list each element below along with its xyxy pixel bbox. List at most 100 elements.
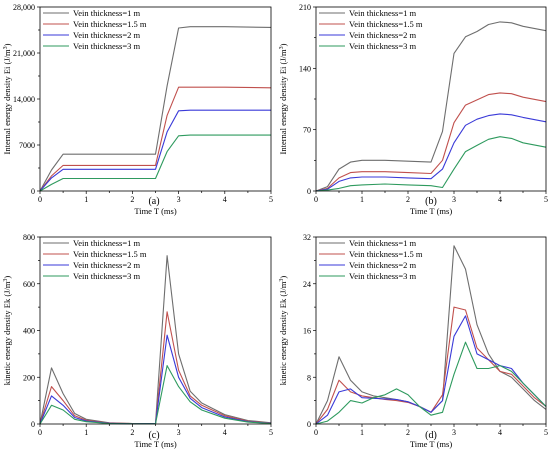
series-line-b-4: [315, 136, 547, 192]
x-tick-label-c: 3: [177, 428, 181, 437]
y-axis-title-sup-b: 3: [279, 46, 285, 49]
legend-label-c-3: Vein thickness=2 m: [73, 260, 141, 270]
y-axis-title-a: Internal energy density Ei (J/m3): [2, 43, 12, 154]
panel-caption-d: (d): [425, 430, 437, 441]
x-tick-label-b: 0: [314, 195, 318, 204]
x-tick-label-a: 4: [223, 195, 227, 204]
series-line-a-4: [39, 134, 271, 192]
y-tick-label-b: 210: [299, 3, 311, 12]
legend-label-d-2: Vein thickness=1.5 m: [349, 249, 423, 259]
series-line-c-2: [39, 311, 272, 425]
panel-caption-c: (c): [148, 430, 159, 441]
legend-label-a-4: Vein thickness=3 m: [73, 41, 141, 51]
legend-label-c-4: Vein thickness=3 m: [73, 271, 141, 281]
y-tick-label-c: 400: [23, 327, 35, 336]
y-axis-title-b: Internal energy density Ei (J/m3): [278, 43, 288, 154]
panel-caption-a: (a): [148, 196, 159, 207]
y-axis-title-tail-a: ): [2, 43, 12, 46]
legend-label-b-4: Vein thickness=3 m: [349, 41, 417, 51]
y-tick-label-b: 140: [299, 64, 311, 73]
series-line-a-3: [39, 109, 271, 192]
chart-panel-b: 0 1 2 3 4 5 0 70 140 210 Time T (ms) Internal energ…: [278, 3, 548, 216]
series-line-d-3: [315, 315, 547, 425]
y-axis-title-main-c: kinetic energy density Ek (J/m: [2, 281, 12, 385]
chart-panel-d: 0 1 2 3 4 5 0 8 16 24 32 Time T (ms) kinetic energy …: [278, 233, 548, 449]
x-axis-title-d: Time T (ms): [410, 439, 453, 449]
y-axis-title-main-a: Internal energy density Ei (J/m: [2, 49, 12, 155]
y-axis-title-tail-d: ): [278, 276, 288, 279]
legend-label-b-3: Vein thickness=2 m: [349, 30, 417, 40]
chart-panel-c: 0 1 2 3 4 5 0 200 400 600 800 Time T (ms) kinetic en…: [2, 233, 273, 449]
y-axis-title-d: kinetic energy density Ek (J/m3): [278, 276, 288, 386]
series-line-a-2: [39, 86, 272, 192]
series-line-b-1: [315, 21, 547, 192]
x-tick-label-b: 4: [498, 195, 502, 204]
y-axis-title-main-b: Internal energy density Ei (J/m: [278, 49, 288, 155]
y-axis-title-c: kinetic energy density Ek (J/m3): [2, 276, 12, 386]
x-tick-label-d: 3: [452, 428, 456, 437]
series-line-c-3: [39, 334, 272, 425]
legend-label-b-2: Vein thickness=1.5 m: [349, 19, 423, 29]
panel-caption-b: (b): [425, 196, 437, 207]
y-tick-label-c: 600: [23, 280, 35, 289]
x-tick-label-a: 3: [177, 195, 181, 204]
y-axis-title-sup-d: 3: [279, 279, 285, 282]
y-tick-label-a: 21,000: [13, 49, 35, 58]
y-axis-title-main-d: kinetic energy density Ek (J/m: [278, 281, 288, 385]
x-tick-label-d: 4: [498, 428, 502, 437]
x-tick-label-b: 5: [544, 195, 548, 204]
y-tick-label-a: 7000: [19, 141, 35, 150]
series-line-a-1: [39, 26, 272, 192]
x-tick-label-b: 3: [452, 195, 456, 204]
y-tick-label-d: 16: [303, 327, 311, 336]
x-tick-label-d: 1: [360, 428, 364, 437]
x-axis-title-a: Time T (ms): [134, 206, 177, 216]
y-tick-label-a: 0: [31, 187, 35, 196]
x-tick-label-a: 0: [38, 195, 42, 204]
legend-label-b-1: Vein thickness=1 m: [349, 8, 417, 18]
x-tick-label-d: 5: [544, 428, 548, 437]
y-axis-title-sup-c: 3: [3, 279, 9, 282]
series-line-b-2: [315, 92, 547, 192]
legend-label-a-2: Vein thickness=1.5 m: [73, 19, 147, 29]
x-tick-label-d: 0: [314, 428, 318, 437]
y-tick-label-b: 70: [303, 126, 311, 135]
legend-label-c-1: Vein thickness=1 m: [73, 238, 141, 248]
y-tick-label-a: 14,000: [13, 95, 35, 104]
legend-label-d-1: Vein thickness=1 m: [349, 238, 417, 248]
y-axis-title-sup-a: 3: [3, 46, 9, 49]
series-line-d-4: [315, 341, 547, 425]
x-tick-label-d: 2: [406, 428, 410, 437]
y-tick-label-d: 8: [307, 373, 311, 382]
legend-label-d-3: Vein thickness=2 m: [349, 260, 417, 270]
x-tick-label-a: 5: [269, 195, 273, 204]
series-line-b-3: [315, 113, 547, 192]
y-tick-label-c: 0: [31, 420, 35, 429]
x-tick-label-c: 2: [130, 428, 134, 437]
y-axis-title-tail-b: ): [278, 43, 288, 46]
x-tick-label-a: 2: [130, 195, 134, 204]
y-tick-label-d: 32: [303, 233, 311, 242]
y-tick-label-c: 200: [23, 373, 35, 382]
x-axis-title-c: Time T (ms): [134, 439, 177, 449]
legend-label-d-4: Vein thickness=3 m: [349, 271, 417, 281]
x-axis-title-b: Time T (ms): [410, 206, 453, 216]
legend-label-c-2: Vein thickness=1.5 m: [73, 249, 147, 259]
y-tick-label-d: 24: [303, 280, 311, 289]
chart-panel-a: 0 1 2 3 4 5 0 7000 14,000 21,000 28,000 Time T (ms)…: [2, 3, 273, 216]
x-tick-label-b: 1: [360, 195, 364, 204]
legend-label-a-1: Vein thickness=1 m: [73, 8, 141, 18]
x-tick-label-c: 1: [84, 428, 88, 437]
series-line-d-2: [315, 306, 547, 425]
y-tick-label-c: 800: [23, 233, 35, 242]
x-tick-label-c: 4: [223, 428, 227, 437]
y-tick-label-b: 0: [307, 187, 311, 196]
y-tick-label-d: 0: [307, 420, 311, 429]
x-tick-label-b: 2: [406, 195, 410, 204]
legend-label-a-3: Vein thickness=2 m: [73, 30, 141, 40]
